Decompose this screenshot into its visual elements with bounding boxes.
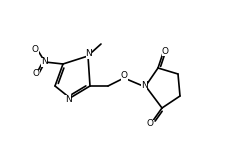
Text: O: O bbox=[32, 69, 40, 79]
Text: O: O bbox=[146, 119, 153, 128]
Text: O: O bbox=[121, 72, 128, 80]
Text: N: N bbox=[65, 94, 71, 104]
Text: N: N bbox=[86, 49, 92, 59]
Text: O: O bbox=[162, 46, 169, 55]
Text: O: O bbox=[32, 46, 38, 54]
Text: N: N bbox=[141, 81, 147, 91]
Text: N: N bbox=[41, 58, 47, 66]
